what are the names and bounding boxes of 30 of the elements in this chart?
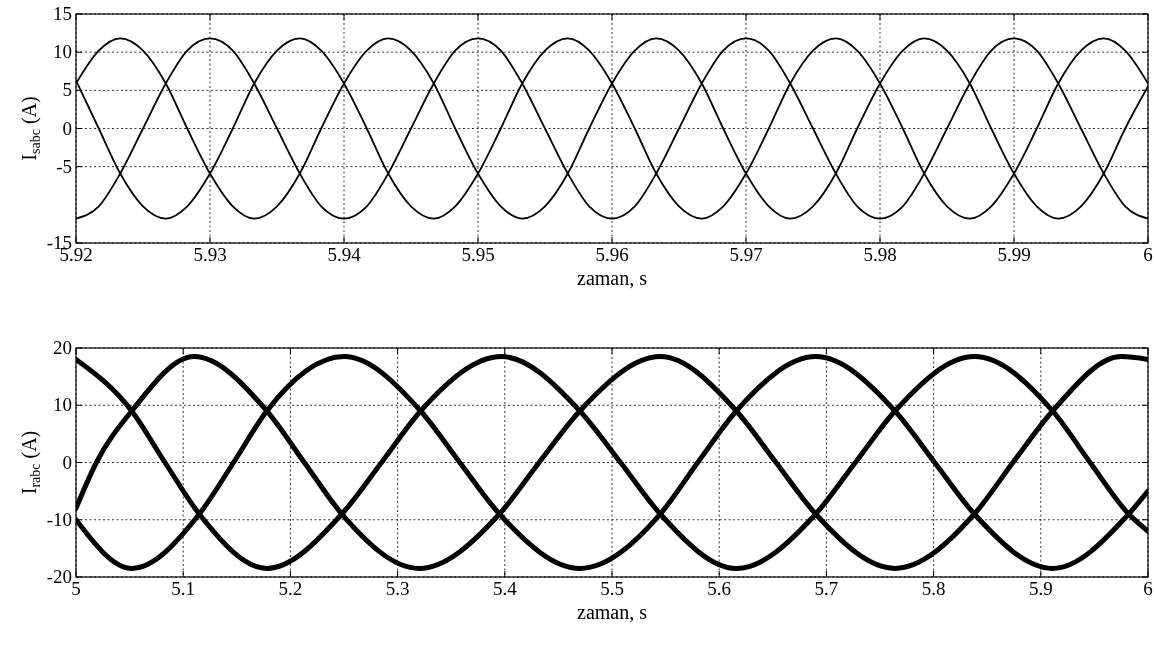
y-tick-label: 0 xyxy=(62,117,72,139)
x-tick-label: 5.4 xyxy=(492,578,518,599)
x-tick-label: 5.8 xyxy=(921,578,946,599)
y-tick-label: -10 xyxy=(46,508,72,530)
y-tick-label: 0 xyxy=(62,451,72,473)
x-tick-label: 5.6 xyxy=(707,578,732,599)
x-tick-label: 6 xyxy=(1143,244,1153,265)
x-tick-label: 5.95 xyxy=(461,244,495,265)
x-tick-label: 5.93 xyxy=(193,244,227,265)
x-tick-label: 5.94 xyxy=(327,244,362,265)
x-tick-label: 5.99 xyxy=(997,244,1031,265)
y-tick-label: -5 xyxy=(56,155,72,177)
y-tick-label: 15 xyxy=(53,3,72,24)
x-tick-label: 6 xyxy=(1143,578,1153,599)
x-tick-label: 5.96 xyxy=(595,244,629,265)
y-tick-label: -20 xyxy=(46,566,72,587)
x-axis-title: zaman, s xyxy=(577,267,648,289)
y-tick-label: 10 xyxy=(53,394,72,416)
x-axis-title: zaman, s xyxy=(577,601,648,623)
x-tick-label: 5.98 xyxy=(863,244,897,265)
x-tick-label: 5.3 xyxy=(385,578,410,599)
y-tick-label: 20 xyxy=(53,337,72,358)
x-tick-label: 5.97 xyxy=(729,244,763,265)
x-tick-label: 5.2 xyxy=(278,578,303,599)
y-tick-label: 5 xyxy=(62,79,72,101)
x-tick-label: 5.1 xyxy=(171,578,196,599)
x-tick-label: 5.9 xyxy=(1028,578,1053,599)
x-tick-label: 5.7 xyxy=(814,578,839,599)
x-tick-label: 5.5 xyxy=(600,578,624,599)
y-tick-label: 10 xyxy=(53,41,72,63)
